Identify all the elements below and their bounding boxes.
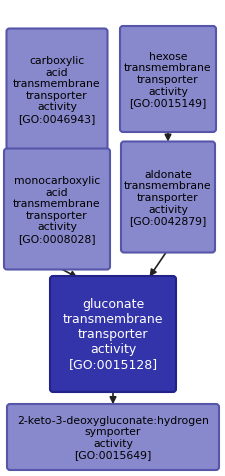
FancyBboxPatch shape [50,277,175,392]
FancyBboxPatch shape [4,149,110,270]
Text: carboxylic
acid
transmembrane
transporter
activity
[GO:0046943]: carboxylic acid transmembrane transporte… [13,56,100,124]
Text: hexose
transmembrane
transporter
activity
[GO:0015149]: hexose transmembrane transporter activit… [124,52,211,108]
FancyBboxPatch shape [7,30,107,150]
FancyBboxPatch shape [119,27,215,133]
Text: aldonate
transmembrane
transporter
activity
[GO:0042879]: aldonate transmembrane transporter activ… [124,169,211,226]
Text: gluconate
transmembrane
transporter
activity
[GO:0015128]: gluconate transmembrane transporter acti… [63,298,162,371]
FancyBboxPatch shape [7,404,218,470]
Text: 2-keto-3-deoxygluconate:hydrogen
symporter
activity
[GO:0015649]: 2-keto-3-deoxygluconate:hydrogen symport… [17,415,208,459]
Text: monocarboxylic
acid
transmembrane
transporter
activity
[GO:0008028]: monocarboxylic acid transmembrane transp… [13,176,100,244]
FancyBboxPatch shape [120,142,214,253]
